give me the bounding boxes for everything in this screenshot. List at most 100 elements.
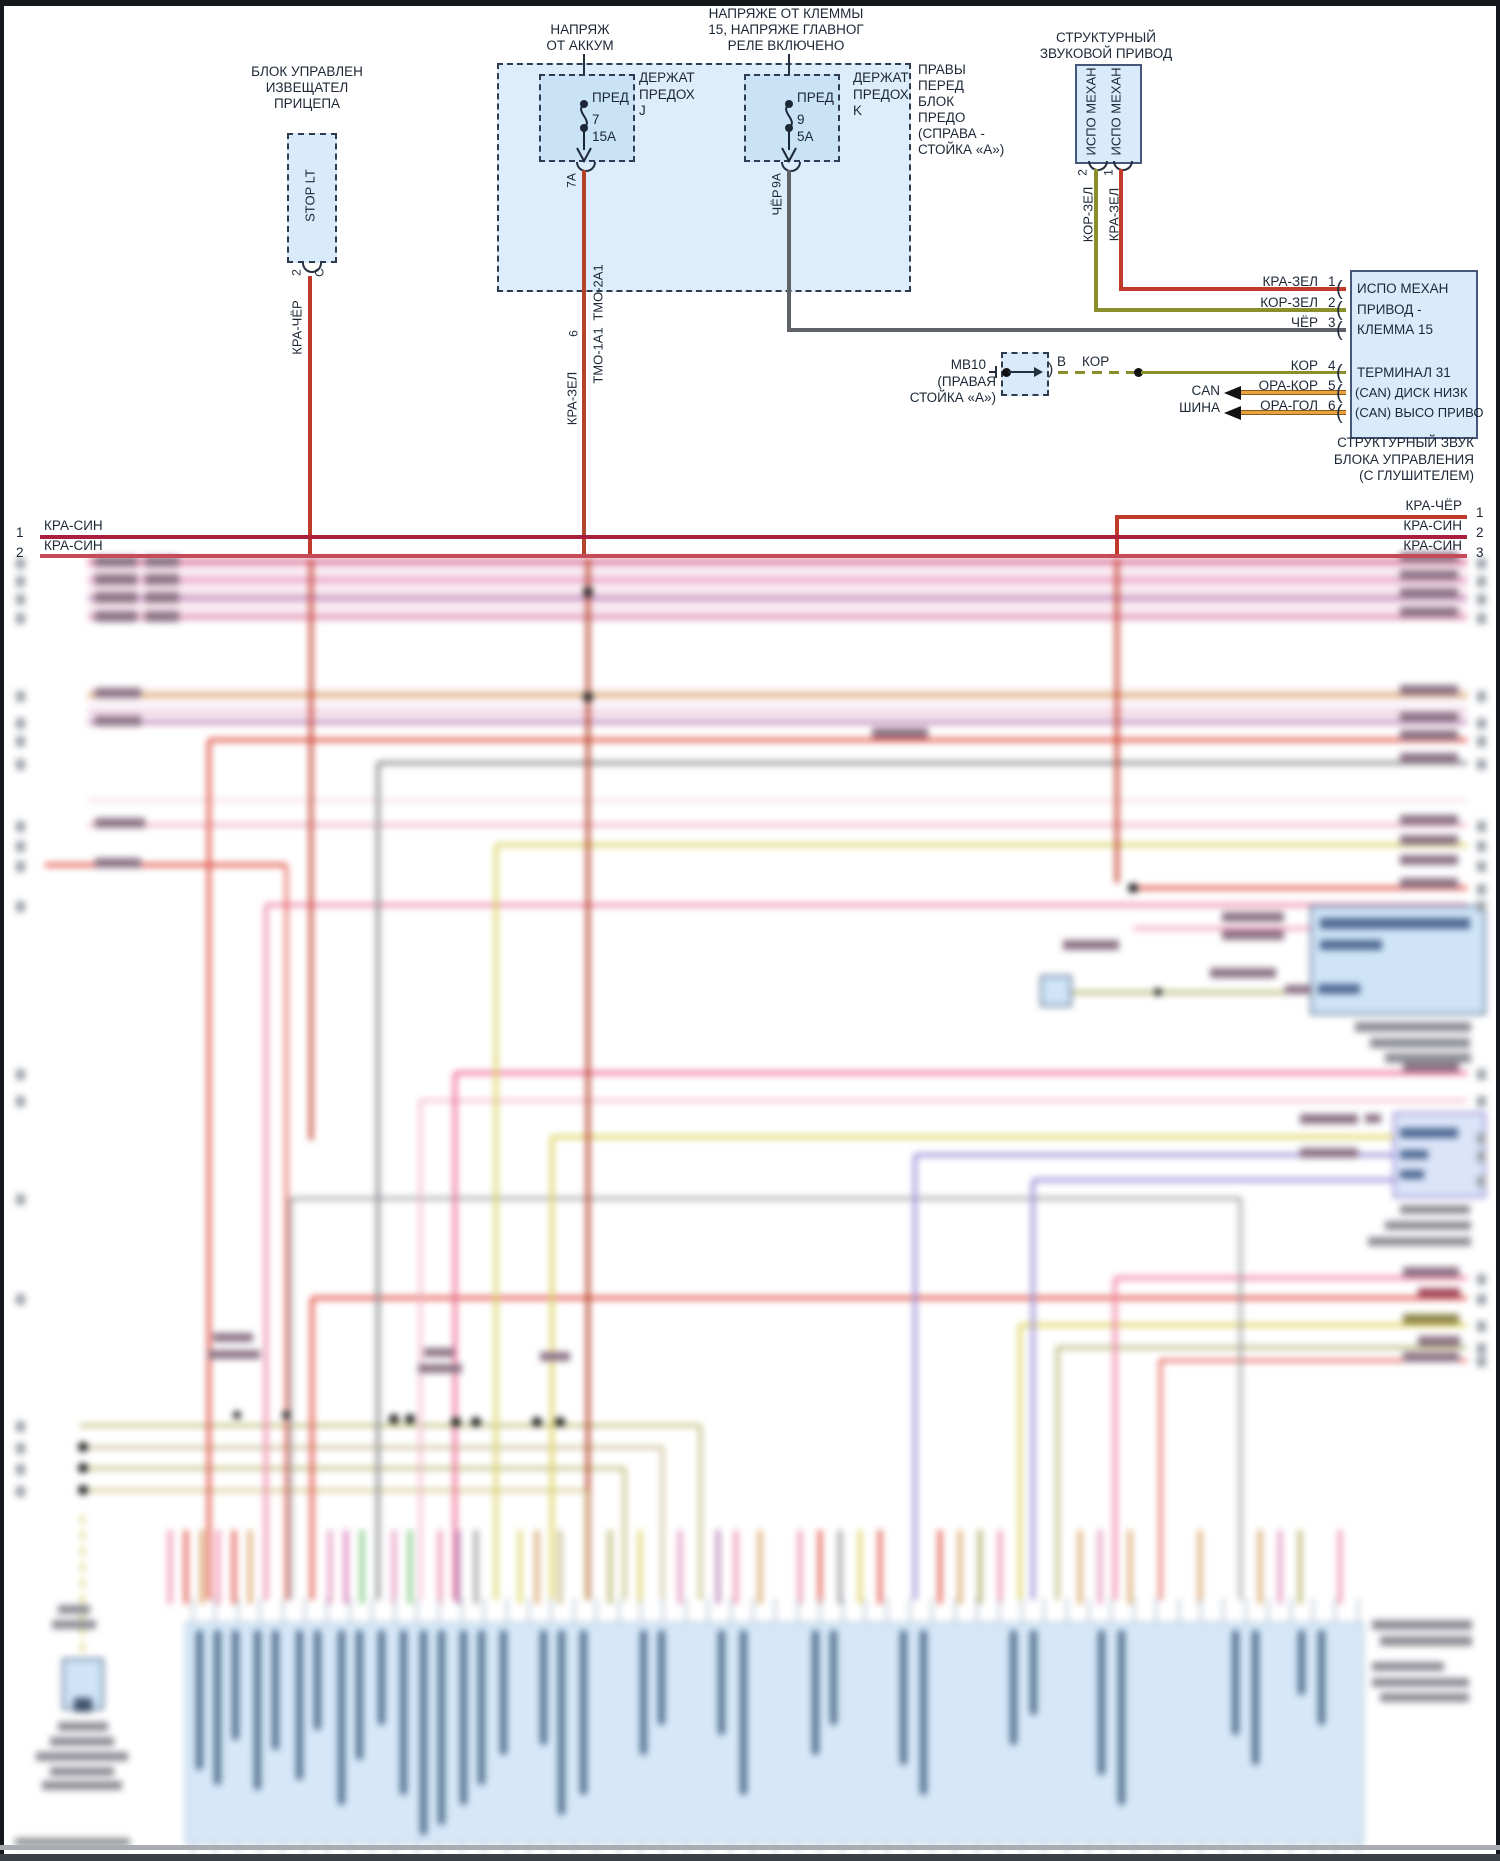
ora-kor-wire	[1241, 390, 1346, 395]
cu-pin-6: 6	[1328, 398, 1336, 413]
mb10-arrowhead	[1034, 367, 1043, 377]
note-2: ПЕРЕД	[918, 78, 964, 93]
cu-caption-1: СТРУКТУРНЫЙ ЗВУК	[1337, 435, 1474, 450]
holder-k-1: ДЕРЖАТ	[853, 70, 909, 85]
mb10-wire-label: КОР	[1082, 354, 1110, 369]
kor-wire-solid	[1141, 371, 1346, 374]
note-1: ПРАВЫ	[918, 62, 966, 77]
fuse-9-number: 9	[797, 112, 805, 127]
tmo-1a1-label: ТМО-1А1	[590, 327, 606, 384]
bus-left-wire-1: КРА-СИН	[44, 518, 103, 533]
mb10-arrow-line	[1008, 371, 1036, 373]
kra-zel-label: КРА-ЗЕЛ	[1106, 187, 1122, 242]
cu-pin-3: 3	[1328, 315, 1336, 330]
kra-zel-feed-label: КРА-ЗЕЛ	[564, 371, 580, 426]
cu-label-3: КЛЕММА 15	[1357, 322, 1433, 337]
bus-left-wire-2: КРА-СИН	[44, 538, 103, 553]
note-3: БЛОК	[918, 94, 955, 109]
kor-zel-label: КОР-ЗЕЛ	[1080, 186, 1096, 243]
cu-label-2: ПРИВОД -	[1357, 302, 1422, 317]
holder-j-1: ДЕРЖАТ	[639, 70, 695, 85]
fuse-7-number: 7	[592, 112, 600, 127]
kra-zel-wire-v	[1119, 169, 1123, 291]
holder-j-2: ПРЕДОХ	[639, 87, 695, 102]
holder-k-3: K	[853, 103, 863, 118]
trailer-title-1: БЛОК УПРАВЛЕН	[251, 64, 363, 79]
mb10-dot	[1002, 368, 1011, 377]
battery-title-1: НАПРЯЖ	[550, 22, 610, 37]
kor-wire-dashed	[1058, 371, 1136, 374]
kra-sin-bus-2	[40, 554, 1467, 558]
battery-title-2: ОТ АККУМ	[546, 38, 614, 53]
cu-pin-4: 4	[1328, 358, 1336, 373]
shina-label: ШИНА	[1179, 400, 1220, 415]
cu-pin-arc-4: (	[1336, 362, 1343, 384]
mb10-loc-1: (ПРАВАЯ	[937, 374, 996, 389]
note-6: СТОЙКА «А»)	[918, 142, 1005, 157]
frame-bottom-gray	[0, 1845, 1500, 1850]
chyor-wire-label: ЧЁР	[769, 189, 785, 216]
bus-right-no-2: 2	[1476, 525, 1484, 540]
bus-right-wire-2: КРА-СИН	[1403, 518, 1462, 533]
can-label: CAN	[1191, 383, 1220, 398]
note-5: (СПРАВА -	[918, 126, 985, 141]
cu-pin-2: 2	[1328, 295, 1336, 310]
bus-right-no-3: 3	[1476, 545, 1484, 560]
cu-label-1: ИСПО МЕХАН	[1357, 281, 1449, 296]
bus-right-wire-3: КРА-СИН	[1403, 538, 1462, 553]
mb10-tick-v	[995, 366, 997, 378]
bus-right-wire-1: КРА-ЧЁР	[1405, 498, 1462, 513]
fuse-7-name: ПРЕД	[592, 90, 629, 105]
bus-left-no-1: 1	[16, 525, 24, 540]
cu-pin-arc-3: (	[1336, 319, 1343, 341]
stop-lt-pin-c: C	[312, 268, 327, 277]
actuator-col-1: ИСПО МЕХАН	[1083, 67, 1099, 156]
cu-pin-5: 5	[1328, 378, 1336, 393]
kra-sin-bus-1	[40, 535, 1467, 539]
kor-junction-dot	[1134, 368, 1143, 377]
mb10-tick-h	[989, 371, 997, 373]
cu-pin-arc-2: (	[1336, 299, 1343, 321]
kra-zel-feed-wire	[582, 170, 586, 558]
ignition-title-3: РЕЛЕ ВКЛЮЧЕНО	[727, 38, 845, 53]
ignition-title-1: НАПРЯЖЕ ОТ КЛЕММЫ	[708, 6, 864, 21]
frame-left	[0, 0, 4, 1861]
cu-wire-4: КОР	[1290, 358, 1318, 373]
can-arrow-low-icon	[1224, 386, 1241, 400]
trailer-title-2: ИЗВЕЩАТЕЛ	[265, 80, 349, 95]
frame-bottom	[0, 1854, 1500, 1861]
holder-j-3: J	[639, 103, 646, 118]
stop-lt-box	[287, 133, 337, 263]
fuse-9-symbol	[781, 100, 797, 164]
mb10-loc-2: СТОЙКА «А»)	[909, 390, 996, 405]
cu-caption-3: (С ГЛУШИТЕЛЕМ)	[1359, 468, 1474, 483]
kra-chyor-wire-label: КРА-ЧЁР	[289, 300, 305, 355]
kra-zel-wire-h	[1119, 287, 1346, 291]
cu-label-5: (CAN) ДИСК НИЗК	[1355, 385, 1468, 400]
fuse-9-box	[744, 74, 840, 162]
cu-label-6: (CAN) ВЫСО ПРИВО	[1355, 405, 1484, 420]
cu-wire-2: КОР-ЗЕЛ	[1260, 295, 1318, 310]
actuator-box	[1075, 64, 1142, 164]
fuse-7-amps: 15A	[592, 129, 617, 144]
actuator-col-2: ИСПО МЕХАН	[1108, 67, 1124, 156]
fuse-9-name: ПРЕД	[797, 90, 834, 105]
chyor-wire-v	[787, 170, 791, 332]
chyor-wire-h	[787, 328, 1346, 332]
fuse-7-pin: 7А	[564, 173, 579, 188]
holder-k-2: ПРЕДОХ	[853, 87, 909, 102]
cu-wire-3: ЧЁР	[1290, 315, 1318, 330]
kor-zel-wire-v	[1094, 169, 1098, 312]
control-unit-box	[1350, 270, 1478, 439]
cu-pin-arc-6: (	[1336, 402, 1343, 424]
fuse-7-symbol	[576, 100, 592, 164]
fuse-7-box	[539, 74, 635, 162]
kor-zel-wire-h	[1094, 308, 1346, 312]
cu-pin-arc-5: (	[1336, 382, 1343, 404]
ignition-title-2: 15, НАПРЯЖЕ ГЛАВНОГ	[708, 22, 864, 37]
ora-gol-wire	[1241, 410, 1346, 415]
cu-pin-1: 1	[1328, 274, 1336, 289]
note-4: ПРЕДО	[918, 110, 966, 125]
can-arrow-high-icon	[1224, 406, 1241, 420]
